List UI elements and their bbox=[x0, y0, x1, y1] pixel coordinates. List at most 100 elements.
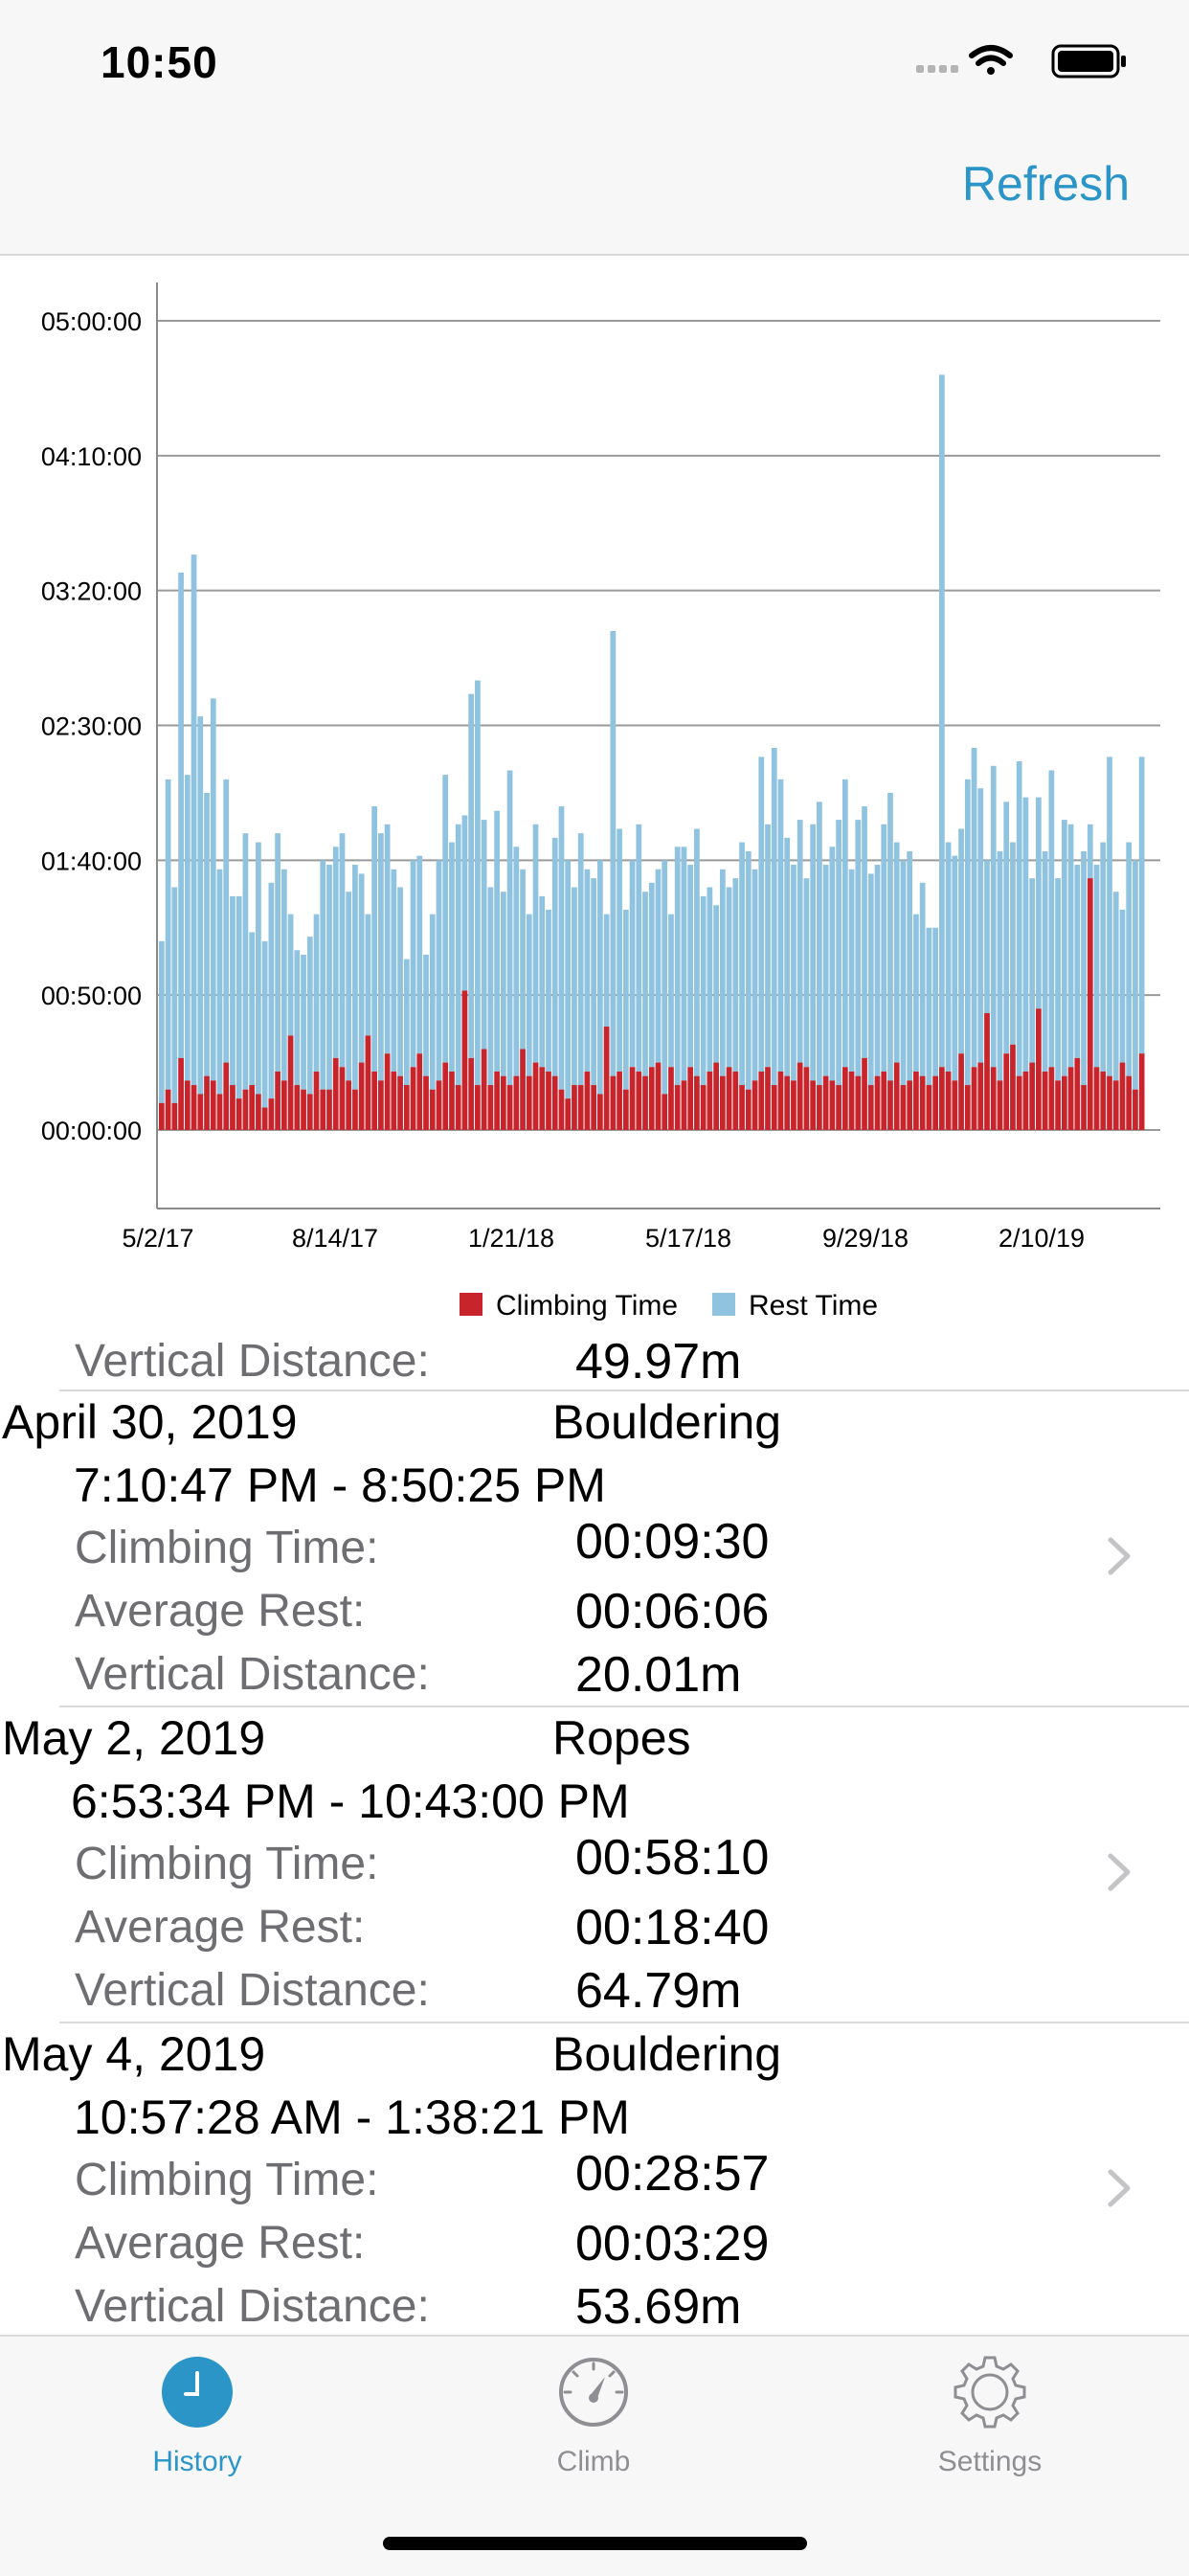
average-rest-label: Average Rest: bbox=[75, 1586, 366, 1637]
bar-climbing bbox=[320, 1089, 326, 1130]
bar-climbing bbox=[358, 1062, 365, 1130]
status-time: 10:50 bbox=[101, 37, 218, 87]
bar-climbing bbox=[475, 1085, 481, 1130]
bar-rest bbox=[294, 950, 301, 1086]
bar-climbing bbox=[745, 1089, 752, 1130]
tab-climb[interactable]: Climb bbox=[450, 2337, 737, 2499]
bar-rest bbox=[977, 788, 984, 1063]
bar-climbing bbox=[1048, 1067, 1055, 1130]
bar-climbing bbox=[610, 1075, 617, 1130]
battery-icon bbox=[1051, 44, 1126, 79]
bar-climbing bbox=[971, 1067, 977, 1130]
bar-climbing bbox=[306, 1094, 313, 1130]
bar-climbing bbox=[622, 1089, 629, 1130]
bar-rest bbox=[468, 693, 475, 1058]
bar-rest bbox=[346, 892, 352, 1081]
bar-rest bbox=[165, 779, 171, 1090]
bar-rest bbox=[700, 895, 707, 1086]
bar-climbing bbox=[732, 1071, 739, 1130]
climbing-time-value: 00:09:30 bbox=[575, 1514, 770, 1570]
bar-climbing bbox=[280, 1080, 287, 1130]
gauge-icon bbox=[559, 2358, 628, 2427]
bar-rest bbox=[378, 833, 384, 1081]
average-rest-value: 00:06:06 bbox=[575, 1584, 770, 1639]
bar-climbing bbox=[700, 1085, 707, 1130]
session-row[interactable]: April 30, 2019 Bouldering 7:10:47 PM - 8… bbox=[0, 1390, 1189, 1706]
bar-climbing bbox=[1087, 878, 1093, 1130]
tab-label: Settings bbox=[937, 2446, 1043, 2477]
bar-climbing bbox=[803, 1067, 810, 1130]
gear-icon bbox=[953, 2356, 1026, 2429]
tab-label: History bbox=[152, 2446, 242, 2477]
bar-climbing bbox=[662, 1094, 668, 1130]
bar-rest bbox=[765, 824, 771, 1068]
bar-climbing bbox=[1042, 1071, 1048, 1130]
bar-rest bbox=[1138, 757, 1145, 1054]
refresh-button[interactable]: Refresh bbox=[961, 157, 1130, 211]
bar-climbing bbox=[352, 1089, 358, 1130]
bar-climbing bbox=[822, 1075, 829, 1130]
session-list[interactable]: Vertical Distance: 49.97m April 30, 2019… bbox=[0, 1335, 1189, 2335]
bar-climbing bbox=[855, 1075, 862, 1130]
bar-climbing bbox=[668, 1067, 674, 1130]
bar-rest bbox=[958, 828, 964, 1054]
bar-climbing bbox=[919, 1075, 926, 1130]
bar-climbing bbox=[938, 1067, 945, 1130]
session-row[interactable]: May 2, 2019 Ropes 6:53:34 PM - 10:43:00 … bbox=[0, 1706, 1189, 2022]
bar-rest bbox=[848, 869, 855, 1072]
bar-rest bbox=[796, 820, 803, 1063]
status-bar: 10:50 bbox=[0, 0, 1189, 129]
bar-rest bbox=[629, 860, 636, 1068]
bar-climbing bbox=[384, 1053, 391, 1130]
tab-settings[interactable]: Settings bbox=[846, 2337, 1133, 2499]
bar-rest bbox=[1119, 909, 1126, 1063]
bar-climbing bbox=[1003, 1053, 1010, 1130]
tab-history[interactable]: History bbox=[54, 2337, 341, 2499]
bar-rest bbox=[216, 869, 223, 1095]
bar-rest bbox=[539, 895, 546, 1068]
bar-rest bbox=[475, 680, 481, 1086]
bar-rest bbox=[829, 847, 836, 1081]
bar-rest bbox=[461, 815, 468, 991]
bar-rest bbox=[532, 824, 539, 1063]
bar-climbing bbox=[1107, 1075, 1112, 1130]
bar-rest bbox=[436, 860, 442, 1081]
bar-rest bbox=[287, 914, 294, 1036]
bar-climbing bbox=[997, 1080, 1003, 1130]
bar-rest bbox=[1048, 770, 1055, 1068]
bar-rest bbox=[758, 757, 765, 1072]
bar-rest bbox=[1126, 842, 1133, 1076]
bar-rest bbox=[836, 820, 841, 1086]
bar-rest bbox=[668, 914, 674, 1068]
bar-rest bbox=[236, 895, 242, 1099]
bar-rest bbox=[810, 824, 817, 1081]
bar-climbing bbox=[216, 1094, 223, 1130]
bar-climbing bbox=[752, 1080, 758, 1130]
session-row[interactable]: May 4, 2019 Bouldering 10:57:28 AM - 1:3… bbox=[0, 2022, 1189, 2335]
x-tick-label: 8/14/17 bbox=[292, 1224, 378, 1253]
bar-rest bbox=[707, 887, 713, 1072]
bar-rest bbox=[280, 869, 287, 1081]
bar-rest bbox=[358, 873, 365, 1063]
bar-climbing bbox=[551, 1075, 558, 1130]
bar-rest bbox=[423, 954, 429, 1076]
wifi-icon bbox=[969, 45, 1013, 75]
bar-climbing bbox=[403, 1085, 410, 1130]
bar-climbing bbox=[494, 1071, 500, 1130]
session-time-range: 10:57:28 AM - 1:38:21 PM bbox=[74, 2090, 630, 2144]
bar-rest bbox=[526, 914, 532, 1076]
bar-climbing bbox=[332, 1057, 339, 1130]
bar-rest bbox=[803, 878, 810, 1068]
bar-climbing bbox=[191, 1085, 197, 1130]
bar-rest bbox=[249, 932, 256, 1086]
distance-value: 20.01m bbox=[575, 1647, 742, 1703]
bar-climbing bbox=[346, 1080, 352, 1130]
bar-climbing bbox=[1093, 1067, 1100, 1130]
bar-rest bbox=[178, 572, 184, 1058]
bar-rest bbox=[1133, 860, 1138, 1090]
bar-climbing bbox=[468, 1057, 475, 1130]
signal-icon bbox=[916, 65, 958, 73]
bar-rest bbox=[546, 909, 551, 1072]
bar-rest bbox=[642, 892, 648, 1076]
bar-climbing bbox=[1036, 1008, 1042, 1130]
